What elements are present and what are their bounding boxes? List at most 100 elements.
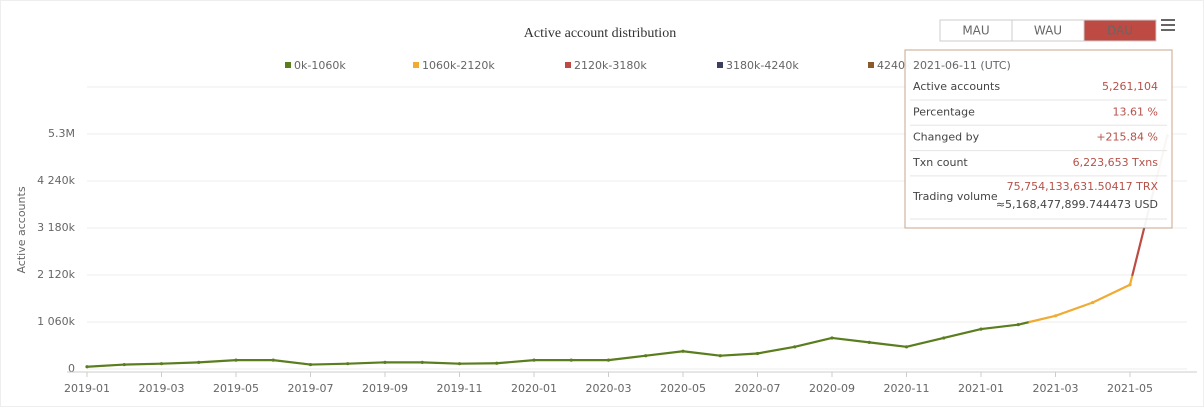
line-segment bbox=[272, 359, 312, 366]
legend-label[interactable]: 2120k-3180k bbox=[574, 59, 647, 72]
data-point bbox=[718, 354, 722, 358]
legend-label[interactable]: 3180k-4240k bbox=[726, 59, 799, 72]
tooltip-label: Txn count bbox=[912, 156, 968, 169]
data-point bbox=[942, 336, 946, 340]
data-point bbox=[457, 362, 462, 366]
line-segment bbox=[979, 323, 1020, 331]
x-tick-label: 2020-09 bbox=[809, 382, 855, 395]
data-point bbox=[85, 365, 89, 369]
line-segment bbox=[644, 350, 685, 357]
legend-swatch bbox=[565, 62, 571, 68]
controls: 0k-1060k 1060k-2120k 2120k-3180k 3180k-4240… bbox=[285, 19, 1175, 72]
data-point bbox=[122, 362, 126, 367]
data-point bbox=[159, 362, 164, 366]
data-point bbox=[644, 354, 648, 358]
x-tick-label: 2021-01 bbox=[958, 382, 1004, 395]
line-segment bbox=[1028, 314, 1057, 324]
data-point bbox=[495, 361, 499, 365]
data-point bbox=[793, 345, 797, 349]
tooltip-value: +215.84 % bbox=[1096, 131, 1158, 144]
data-point bbox=[569, 358, 573, 362]
data-point bbox=[532, 358, 536, 362]
line-segment bbox=[421, 361, 461, 365]
line-segment bbox=[607, 354, 647, 362]
line-segment bbox=[309, 362, 349, 366]
range-button-label[interactable]: MAU bbox=[962, 24, 989, 38]
tooltip-value: 75,754,133,631.50417 TRX bbox=[1007, 180, 1159, 193]
y-tick-label: 2 120k bbox=[37, 268, 75, 281]
data-point bbox=[1016, 323, 1020, 327]
y-tick-label: 0 bbox=[68, 362, 75, 375]
tooltip-label: Active accounts bbox=[913, 80, 1000, 93]
line-segment bbox=[719, 352, 759, 357]
x-tick-label: 2019-03 bbox=[139, 382, 185, 395]
line-segment bbox=[830, 336, 871, 344]
x-tick-label: 2020-01 bbox=[511, 382, 557, 395]
range-button-label[interactable]: WAU bbox=[1034, 24, 1062, 38]
x-tick-label: 2020-03 bbox=[586, 382, 632, 395]
line-segment bbox=[123, 362, 163, 366]
data-point bbox=[420, 360, 424, 364]
data-point bbox=[830, 336, 834, 340]
legend-swatch bbox=[868, 62, 874, 68]
data-point bbox=[271, 358, 275, 362]
menu-icon[interactable] bbox=[1161, 19, 1175, 31]
data-point bbox=[681, 349, 685, 353]
line-segment bbox=[1054, 301, 1094, 317]
tooltip-label: Changed by bbox=[913, 131, 980, 144]
x-tick-label: 2019-05 bbox=[213, 382, 259, 395]
data-point bbox=[1091, 300, 1095, 305]
x-tick-label: 2020-07 bbox=[735, 382, 781, 395]
range-button-label[interactable]: DAU bbox=[1107, 24, 1133, 38]
legend-swatch bbox=[285, 62, 291, 68]
legend-label[interactable]: 0k-1060k bbox=[294, 59, 346, 72]
line-segment bbox=[942, 327, 983, 340]
range-button[interactable] bbox=[1083, 19, 1157, 42]
x-tick-label: 2019-09 bbox=[362, 382, 408, 395]
menu-bar bbox=[1161, 29, 1175, 31]
line-segment bbox=[756, 345, 796, 355]
tooltip-value: 5,261,104 bbox=[1102, 80, 1158, 93]
tooltip-value: 6,223,653 Txns bbox=[1073, 156, 1159, 169]
y-tick-label: 1 060k bbox=[37, 315, 75, 328]
line-segment bbox=[495, 359, 536, 365]
line-segment bbox=[905, 336, 945, 348]
line-segment bbox=[346, 361, 387, 365]
legend-swatch bbox=[717, 62, 723, 68]
chart-title: Active account distribution bbox=[524, 26, 676, 41]
line-segment bbox=[1017, 320, 1031, 326]
legend-label[interactable]: 1060k-2120k bbox=[422, 59, 495, 72]
x-tick-label: 2020-11 bbox=[884, 382, 930, 395]
legend-swatch bbox=[413, 62, 419, 68]
tooltip-label: Trading volume bbox=[912, 190, 998, 203]
data-point bbox=[383, 360, 387, 364]
tooltip-value: 13.61 % bbox=[1113, 105, 1158, 118]
line-segment bbox=[197, 359, 238, 364]
x-tick-label: 2019-07 bbox=[288, 382, 334, 395]
line-segment bbox=[1131, 226, 1146, 277]
line-segment bbox=[1128, 273, 1134, 286]
y-tick-label: 3 180k bbox=[37, 221, 75, 234]
x-tick-label: 2019-01 bbox=[64, 382, 110, 395]
tooltip: 2021-06-11 (UTC) Active accounts 5,261,104… bbox=[904, 49, 1173, 229]
line-segment bbox=[681, 350, 722, 357]
x-tick-label: 2021-05 bbox=[1107, 382, 1153, 395]
data-point bbox=[755, 351, 760, 356]
menu-bar bbox=[1161, 24, 1175, 26]
line-segment bbox=[793, 336, 834, 348]
data-point bbox=[606, 358, 611, 362]
y-tick-label: 5.3M bbox=[48, 127, 75, 140]
x-tick-label: 2020-05 bbox=[660, 382, 706, 395]
tooltip-label: Percentage bbox=[913, 105, 975, 118]
data-point bbox=[197, 360, 201, 364]
tooltip-box bbox=[904, 49, 1173, 229]
tooltip-value: ≈5,168,477,899.744473 USD bbox=[996, 198, 1158, 211]
x-tick-label: 2021-03 bbox=[1033, 382, 1079, 395]
data-point bbox=[234, 358, 238, 362]
y-axis-label: Active accounts bbox=[15, 186, 28, 273]
y-tick-label: 4 240k bbox=[37, 174, 75, 187]
data-point bbox=[904, 345, 909, 349]
line-segment bbox=[160, 361, 200, 365]
data-point bbox=[346, 362, 350, 366]
tooltip-date: 2021-06-11 (UTC) bbox=[913, 59, 1011, 72]
